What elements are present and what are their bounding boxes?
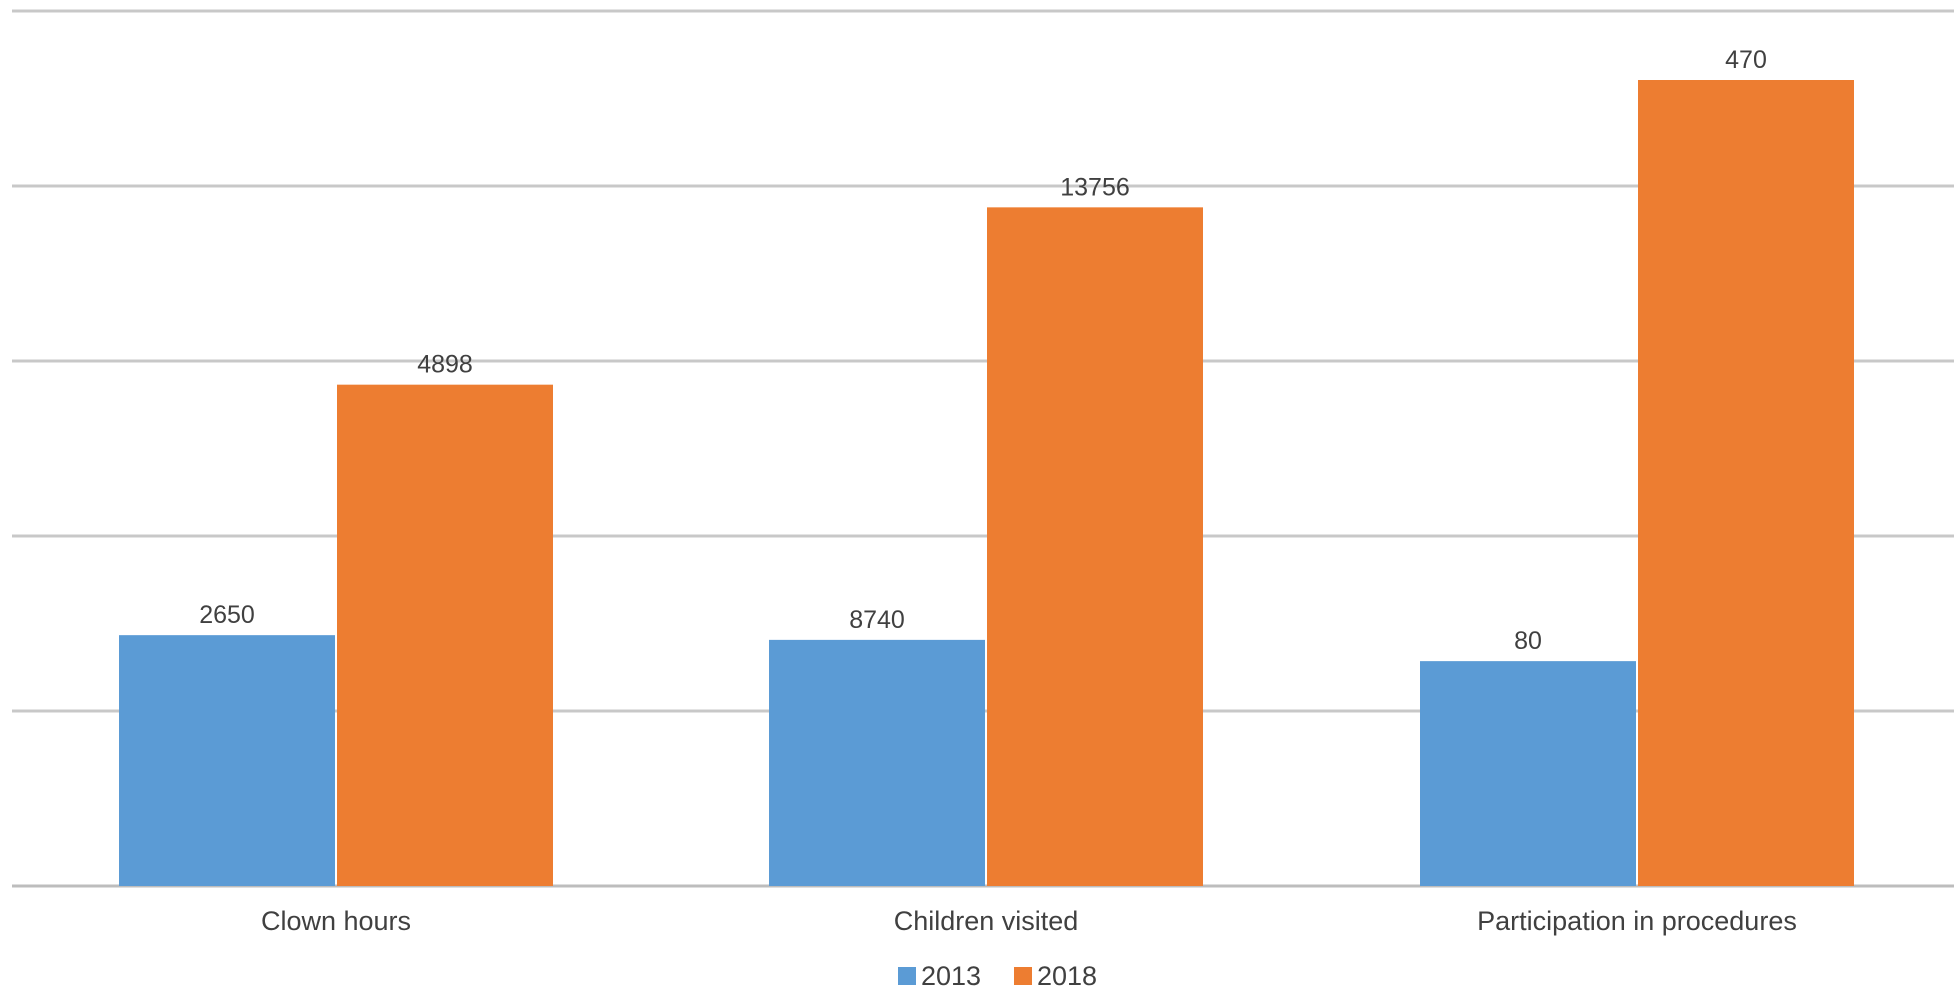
bars — [119, 80, 1854, 886]
bar-2018-participation-in-procedures — [1638, 80, 1854, 886]
legend-swatch-2018 — [1014, 967, 1032, 985]
bar-2013-children-visited — [769, 639, 985, 886]
data-label: 80 — [1514, 627, 1542, 655]
bar-2013-clown-hours — [119, 635, 335, 886]
category-label: Clown hours — [261, 906, 411, 936]
category-label: Participation in procedures — [1477, 906, 1797, 936]
data-label: 2650 — [199, 601, 255, 629]
data-labels: 2650 4898 8740 13756 80 470 — [199, 46, 1767, 655]
legend-label: 2013 — [921, 961, 981, 991]
category-labels: Clown hours Children visited Participation… — [261, 906, 1797, 936]
data-label: 470 — [1725, 46, 1767, 74]
legend-swatch-2013 — [898, 967, 916, 985]
category-label: Children visited — [894, 906, 1079, 936]
bar-2018-children-visited — [987, 207, 1203, 886]
legend-label: 2018 — [1037, 961, 1097, 991]
data-label: 4898 — [417, 351, 473, 379]
bar-2013-participation-in-procedures — [1420, 661, 1636, 886]
bar-2018-clown-hours — [337, 384, 553, 886]
data-label: 8740 — [849, 606, 905, 634]
legend: 2013 2018 — [898, 961, 1097, 991]
data-label: 13756 — [1060, 173, 1130, 201]
